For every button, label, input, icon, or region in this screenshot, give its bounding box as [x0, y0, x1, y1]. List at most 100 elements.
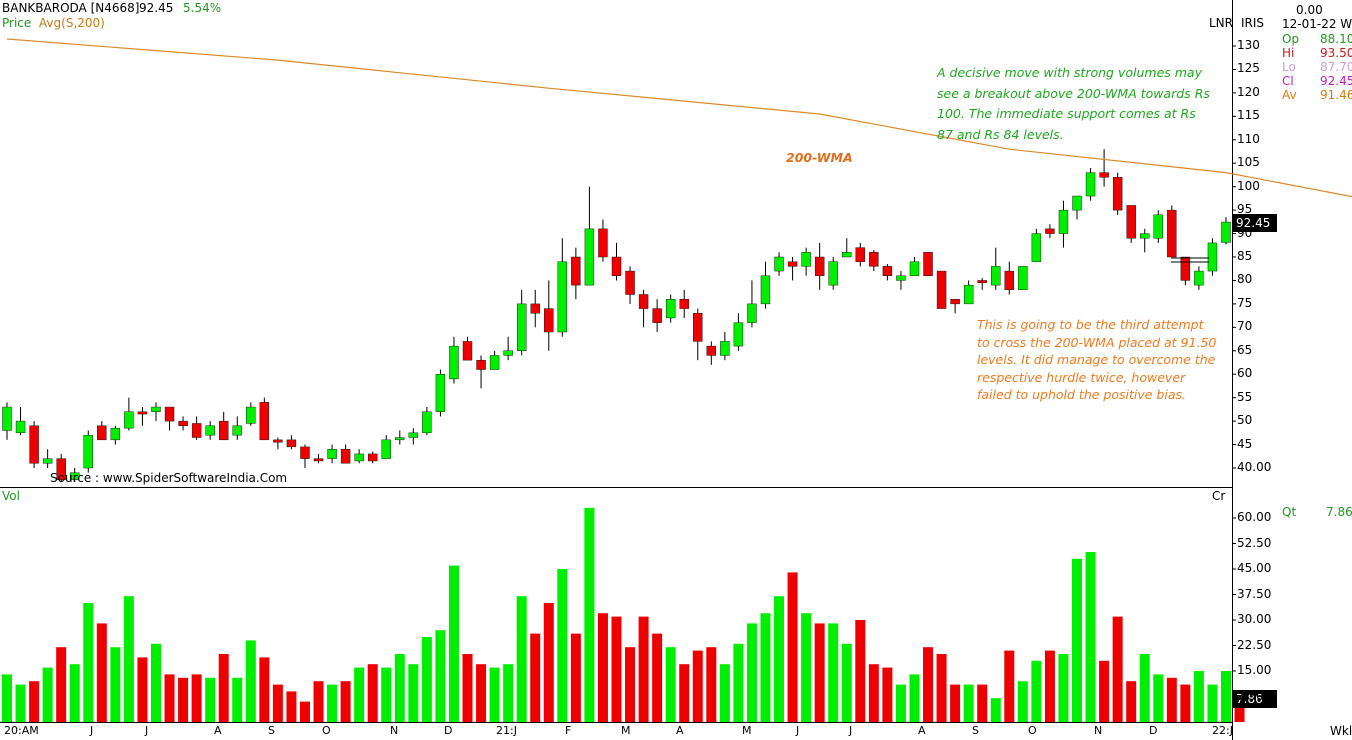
candle-body [286, 439, 297, 448]
annotation-top: A decisive move with strong volumes may … [937, 65, 1210, 142]
time-tick-label: M [621, 724, 631, 737]
volume-bar [746, 623, 757, 722]
symbol-label: BANKBARODA [N4668] [2, 1, 140, 15]
source-credit: Source : www.SpiderSoftwareIndia.Com [50, 471, 288, 485]
volume-bar [299, 701, 310, 722]
volume-bar [123, 596, 134, 722]
volume-bar [354, 667, 365, 722]
candle-body [963, 284, 974, 305]
ohlc-low-label: Lo [1282, 60, 1296, 74]
candle-body [83, 434, 93, 469]
candle-body [557, 261, 568, 333]
volume-bar [774, 596, 785, 722]
candle-body [381, 439, 391, 459]
candle-body [435, 374, 446, 412]
volume-bar [679, 664, 690, 722]
candle-body [814, 256, 825, 276]
volume-bar [936, 654, 947, 722]
candle-body [733, 322, 744, 347]
ohlc-low-value: 87.70 [1320, 60, 1352, 74]
candle-body [1194, 270, 1204, 286]
candle-body [842, 252, 852, 258]
price-tick-label: 115 [1237, 108, 1260, 123]
ohlc-open-label: Op [1282, 32, 1300, 46]
volume-bar [381, 667, 392, 722]
time-tick-label: A [918, 724, 926, 737]
volume-bar [652, 633, 663, 722]
volume-bar [1193, 671, 1204, 722]
candle-body [693, 313, 703, 342]
candle-body [300, 446, 310, 459]
volume-bar [557, 569, 568, 722]
volume-bar [828, 623, 839, 722]
volume-tick-label: 30.00 [1237, 612, 1272, 626]
time-tick-label: M [742, 724, 752, 737]
time-tick-label: F [565, 724, 572, 737]
price-tick-label: 55 [1237, 389, 1253, 404]
price-tick-label: 105 [1237, 155, 1260, 170]
last-close: 92.45 [139, 1, 174, 15]
price-tick-label: 95 [1237, 202, 1253, 217]
indicator-legend[interactable]: Price Avg(S,200) [2, 16, 105, 30]
candle-body [1085, 172, 1096, 197]
volume-series [2, 507, 1245, 722]
candle-body [774, 256, 784, 272]
price-tick-label: 90 [1237, 225, 1253, 240]
candle-body [909, 261, 920, 276]
volume-bar [313, 681, 324, 722]
support-lines [1171, 257, 1209, 263]
volume-bar [408, 664, 419, 722]
volume-bar [1112, 616, 1123, 722]
volume-bar [367, 664, 378, 722]
candle-body [1058, 209, 1069, 234]
volume-bar [1099, 660, 1110, 722]
candle-body [476, 359, 486, 370]
candle-body [665, 299, 676, 319]
volume-bar [164, 674, 175, 722]
volume-bar [489, 667, 500, 722]
candle-body [652, 308, 662, 323]
indicator-name: Avg(S,200) [38, 16, 105, 30]
candle-body [449, 345, 459, 380]
candle-body [1112, 177, 1123, 211]
volume-bar [340, 681, 351, 722]
candle-body [246, 406, 256, 424]
volume-bar [611, 616, 622, 722]
cursor-date: 12-01-22 We [1282, 17, 1352, 31]
time-tick-label: O [322, 724, 331, 737]
candle-body [950, 299, 960, 305]
candle-body [368, 453, 378, 462]
candle-body [489, 355, 500, 370]
candle-body [178, 420, 188, 427]
candle-body [408, 432, 419, 438]
wma-200-line [6, 38, 1352, 198]
price-tick-label: 85 [1237, 249, 1253, 263]
candle-body [70, 472, 80, 480]
volume-bar [1126, 681, 1137, 722]
candle-body [1167, 209, 1177, 258]
volume-bar [530, 633, 541, 722]
volume-bar [1072, 558, 1083, 722]
volume-bar [421, 637, 432, 722]
timeframe-label[interactable]: Wkl [1330, 724, 1352, 738]
candle-body [2, 406, 12, 431]
candle-body [516, 303, 527, 351]
candle-body [15, 420, 26, 434]
time-tick-label: D [444, 724, 453, 737]
candle-body [205, 425, 215, 436]
time-tick-label: J [796, 724, 800, 737]
candle-body [29, 425, 39, 464]
ohlc-close-label: Cl [1282, 74, 1294, 88]
iris-tag: IRIS [1241, 16, 1265, 30]
volume-bar [137, 657, 148, 722]
candle-body [164, 406, 175, 422]
candle-body [219, 420, 229, 441]
price-tick-label: 50 [1237, 413, 1253, 428]
scale-mode-button[interactable]: LNR [1209, 16, 1233, 30]
volume-bar [150, 643, 161, 722]
volume-panel-label: Vol [2, 489, 20, 503]
volume-bar [1017, 681, 1028, 722]
price-tick-label: 65 [1237, 342, 1253, 357]
volume-bar [327, 684, 338, 722]
